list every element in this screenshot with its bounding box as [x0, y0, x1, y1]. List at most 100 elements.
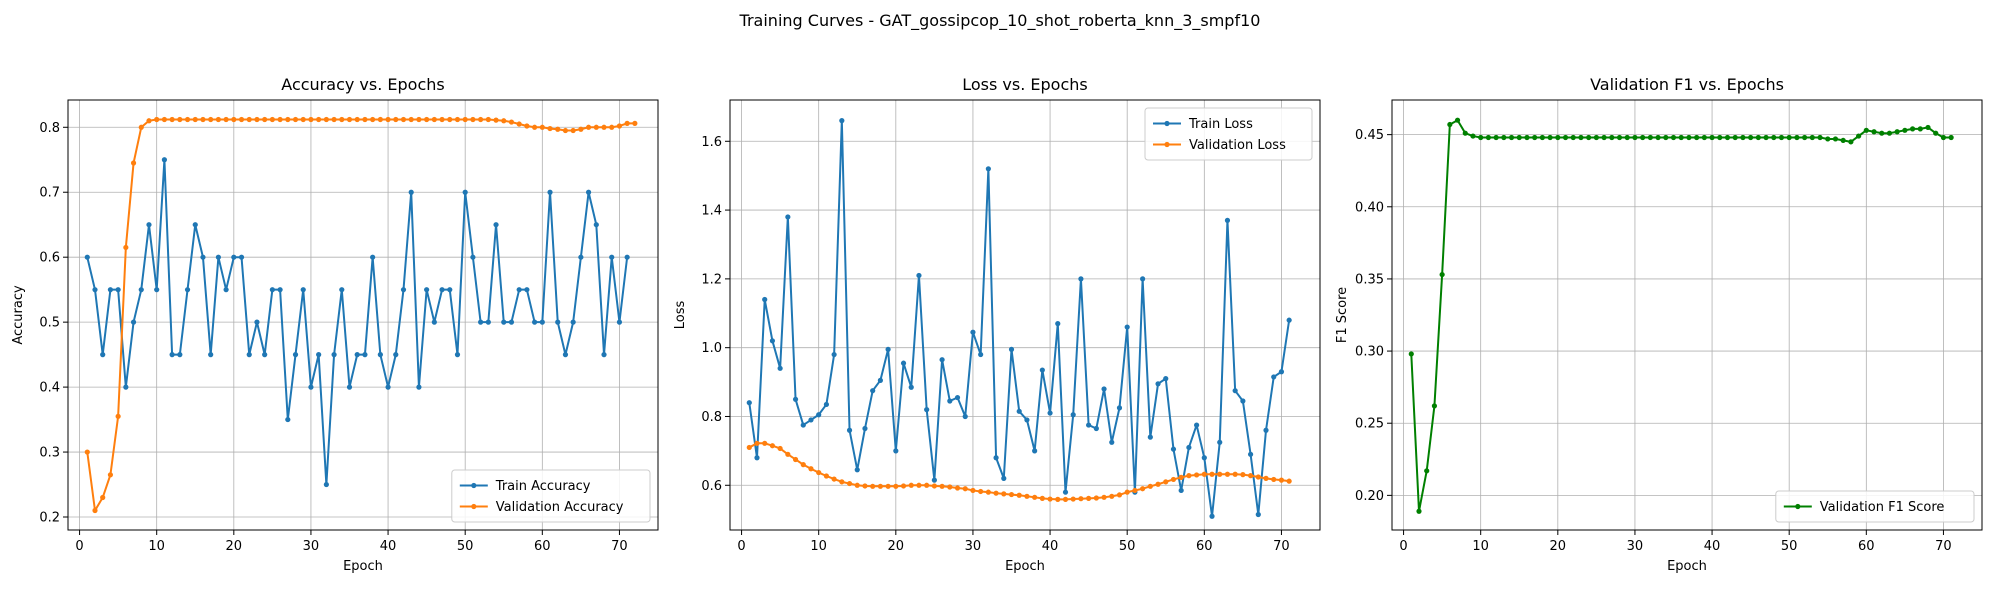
legend-box: [451, 469, 651, 523]
data-point: [624, 120, 630, 126]
data-point: [1024, 417, 1030, 423]
y-axis-label: Loss: [673, 301, 688, 330]
y-tick-label: 0.2: [39, 511, 60, 526]
data-point: [931, 477, 937, 483]
data-point: [1263, 475, 1269, 481]
data-point: [84, 449, 90, 455]
x-axis-label: Epoch: [1005, 559, 1045, 574]
data-point: [161, 157, 168, 163]
x-tick-label: 40: [1704, 539, 1721, 554]
data-point: [501, 118, 507, 124]
data-point: [970, 329, 976, 335]
data-point: [1478, 134, 1484, 141]
data-point: [470, 116, 476, 123]
x-tick-label: 0: [737, 539, 745, 554]
data-point: [1740, 134, 1746, 141]
data-point: [1008, 346, 1015, 352]
data-point: [1078, 496, 1084, 502]
data-point: [1078, 276, 1084, 282]
data-point: [1501, 134, 1507, 141]
data-point: [769, 443, 776, 449]
data-point: [447, 287, 453, 293]
data-point: [393, 116, 399, 123]
data-point: [1086, 495, 1092, 501]
data-point: [339, 116, 345, 123]
data-point: [1732, 134, 1738, 141]
legend-box: [1144, 107, 1313, 161]
data-point: [1116, 492, 1123, 498]
data-point: [285, 416, 291, 423]
data-point: [947, 398, 953, 404]
data-point: [555, 126, 561, 132]
data-point: [1848, 139, 1854, 145]
data-point: [339, 287, 345, 293]
data-point: [1748, 134, 1754, 141]
data-point: [485, 319, 491, 325]
data-point: [593, 222, 599, 228]
data-point: [1640, 134, 1646, 141]
data-point: [1524, 134, 1530, 141]
data-point: [877, 377, 883, 383]
data-point: [562, 352, 569, 358]
data-point: [1701, 134, 1707, 141]
data-point: [1771, 134, 1777, 141]
data-point: [308, 384, 314, 390]
data-point: [1647, 134, 1653, 141]
data-point: [161, 116, 168, 123]
data-point: [1616, 134, 1623, 141]
data-point: [609, 124, 615, 130]
y-tick-label: 0.25: [1355, 417, 1384, 432]
data-point: [939, 357, 945, 363]
x-tick-label: 60: [1858, 539, 1875, 554]
data-point: [900, 360, 907, 366]
data-point: [231, 254, 237, 260]
axes-frame: [729, 99, 1321, 531]
data-point: [1271, 374, 1277, 380]
data-point: [177, 352, 183, 358]
data-point: [385, 384, 391, 390]
x-axis-label: Epoch: [1667, 559, 1707, 574]
data-point: [316, 116, 322, 123]
data-point: [785, 451, 791, 457]
legend-marker: [471, 482, 477, 489]
data-point: [1124, 489, 1130, 495]
data-point: [292, 352, 299, 358]
data-point: [578, 254, 584, 260]
data-point: [400, 116, 407, 123]
data-point: [84, 254, 90, 260]
data-point: [1547, 134, 1553, 141]
data-point: [485, 116, 491, 123]
data-point: [1039, 367, 1045, 373]
data-point: [746, 444, 752, 451]
data-point: [1470, 133, 1476, 139]
data-point: [762, 296, 768, 303]
y-tick-label: 0.35: [1355, 272, 1384, 287]
data-point: [555, 319, 561, 325]
data-point: [1894, 129, 1900, 135]
data-point: [792, 396, 799, 402]
data-point: [1247, 473, 1254, 479]
data-point: [1286, 317, 1292, 323]
data-point: [354, 352, 360, 358]
data-point: [1055, 496, 1061, 502]
data-point: [800, 422, 806, 428]
data-point: [123, 384, 129, 390]
data-point: [616, 319, 623, 325]
data-point: [1678, 134, 1684, 141]
data-point: [547, 189, 553, 195]
data-point: [1578, 134, 1584, 141]
data-point: [1416, 508, 1422, 514]
data-point: [501, 319, 507, 325]
data-point: [269, 116, 275, 123]
data-point: [1217, 439, 1223, 445]
legend-label: Validation Accuracy: [496, 500, 624, 515]
data-point: [184, 116, 191, 123]
data-point: [107, 472, 114, 478]
data-point: [215, 254, 221, 260]
data-point: [578, 126, 584, 132]
x-tick-label: 20: [1550, 539, 1567, 554]
data-point: [1209, 471, 1215, 477]
data-point: [539, 319, 545, 325]
axes-frame: [1391, 99, 1983, 531]
legend-marker: [1164, 120, 1170, 127]
